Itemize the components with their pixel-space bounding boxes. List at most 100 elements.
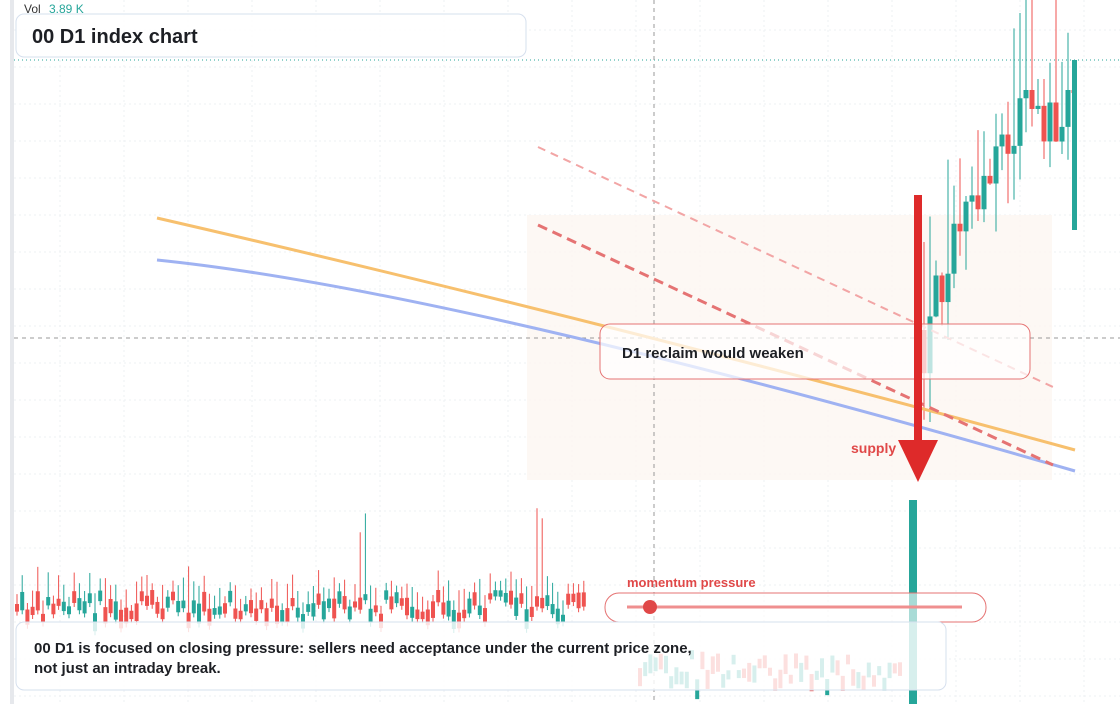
candle bbox=[394, 592, 399, 604]
candle bbox=[35, 591, 40, 611]
candle bbox=[124, 607, 129, 624]
candle bbox=[285, 608, 290, 623]
candle bbox=[316, 593, 321, 605]
candle bbox=[103, 607, 108, 624]
candle bbox=[358, 597, 363, 610]
candle bbox=[477, 605, 482, 616]
title-box bbox=[15, 13, 527, 58]
candle bbox=[969, 195, 975, 202]
candle bbox=[498, 590, 503, 597]
candle bbox=[488, 593, 493, 600]
candle bbox=[30, 606, 35, 616]
candle bbox=[446, 600, 451, 617]
candle bbox=[514, 597, 519, 616]
candle bbox=[535, 596, 539, 607]
candle bbox=[420, 611, 425, 620]
slider-knob[interactable] bbox=[643, 600, 657, 614]
title: 00 D1 index chart bbox=[32, 26, 198, 48]
candle bbox=[373, 605, 378, 613]
footer-box bbox=[15, 621, 947, 691]
candle bbox=[431, 601, 435, 618]
candle bbox=[139, 591, 144, 602]
candle bbox=[332, 598, 337, 619]
candle bbox=[1059, 126, 1065, 142]
candle bbox=[389, 596, 394, 610]
candle bbox=[1072, 60, 1077, 230]
left-edge bbox=[10, 0, 14, 704]
candle bbox=[550, 604, 555, 615]
candle bbox=[566, 593, 571, 605]
candle bbox=[243, 604, 248, 612]
candle bbox=[264, 608, 269, 627]
candle bbox=[493, 590, 498, 597]
candle bbox=[467, 598, 472, 614]
candle bbox=[1017, 98, 1023, 146]
candle bbox=[524, 609, 529, 629]
candle bbox=[425, 609, 430, 626]
candle bbox=[98, 590, 103, 602]
candle bbox=[399, 598, 404, 606]
candle bbox=[311, 603, 316, 617]
candle bbox=[337, 591, 342, 604]
candle bbox=[181, 600, 186, 609]
candle bbox=[987, 175, 993, 184]
candle bbox=[561, 614, 565, 623]
candle bbox=[77, 598, 82, 611]
candle bbox=[342, 596, 347, 610]
candle bbox=[275, 605, 279, 625]
candle bbox=[1047, 102, 1053, 142]
candle bbox=[171, 591, 175, 601]
candle bbox=[82, 601, 87, 614]
blue-ma bbox=[156, 258, 1076, 473]
candle bbox=[186, 612, 191, 629]
vol-label: Vol bbox=[24, 2, 41, 16]
candle bbox=[483, 608, 487, 623]
candle bbox=[545, 595, 550, 607]
candle bbox=[113, 601, 118, 620]
candle bbox=[67, 606, 71, 615]
candle bbox=[61, 601, 66, 612]
candle bbox=[981, 175, 987, 210]
candle bbox=[951, 223, 957, 274]
candle bbox=[295, 607, 300, 618]
candle bbox=[306, 604, 311, 612]
candle bbox=[503, 592, 508, 603]
candle bbox=[436, 590, 441, 603]
candle bbox=[269, 598, 274, 608]
candle bbox=[15, 604, 19, 612]
candle bbox=[145, 595, 149, 606]
candle bbox=[957, 223, 963, 232]
candle bbox=[472, 592, 477, 606]
candle bbox=[353, 601, 357, 608]
candle bbox=[1011, 145, 1017, 154]
candle bbox=[1029, 90, 1035, 109]
candle bbox=[384, 590, 389, 600]
candle bbox=[581, 592, 586, 607]
candle bbox=[939, 275, 945, 303]
candle bbox=[202, 591, 207, 612]
candle bbox=[321, 601, 326, 620]
supply-label: supply bbox=[851, 440, 896, 456]
candle bbox=[87, 593, 92, 604]
candle bbox=[1041, 105, 1047, 142]
candle bbox=[280, 610, 285, 622]
candle bbox=[150, 590, 155, 605]
candle bbox=[462, 609, 467, 619]
candle bbox=[223, 603, 227, 614]
candle bbox=[1053, 102, 1059, 142]
candle bbox=[1005, 134, 1011, 154]
candle bbox=[571, 593, 576, 603]
candle bbox=[155, 601, 160, 614]
candle bbox=[410, 606, 415, 618]
candle bbox=[41, 613, 45, 623]
candle bbox=[457, 612, 461, 629]
candle bbox=[993, 146, 999, 184]
candle bbox=[259, 600, 264, 610]
candle bbox=[228, 590, 233, 603]
candle bbox=[1065, 90, 1071, 127]
candle bbox=[20, 591, 25, 611]
candle bbox=[451, 609, 456, 629]
candle bbox=[963, 201, 969, 232]
candle bbox=[46, 597, 51, 606]
candle bbox=[197, 603, 201, 624]
